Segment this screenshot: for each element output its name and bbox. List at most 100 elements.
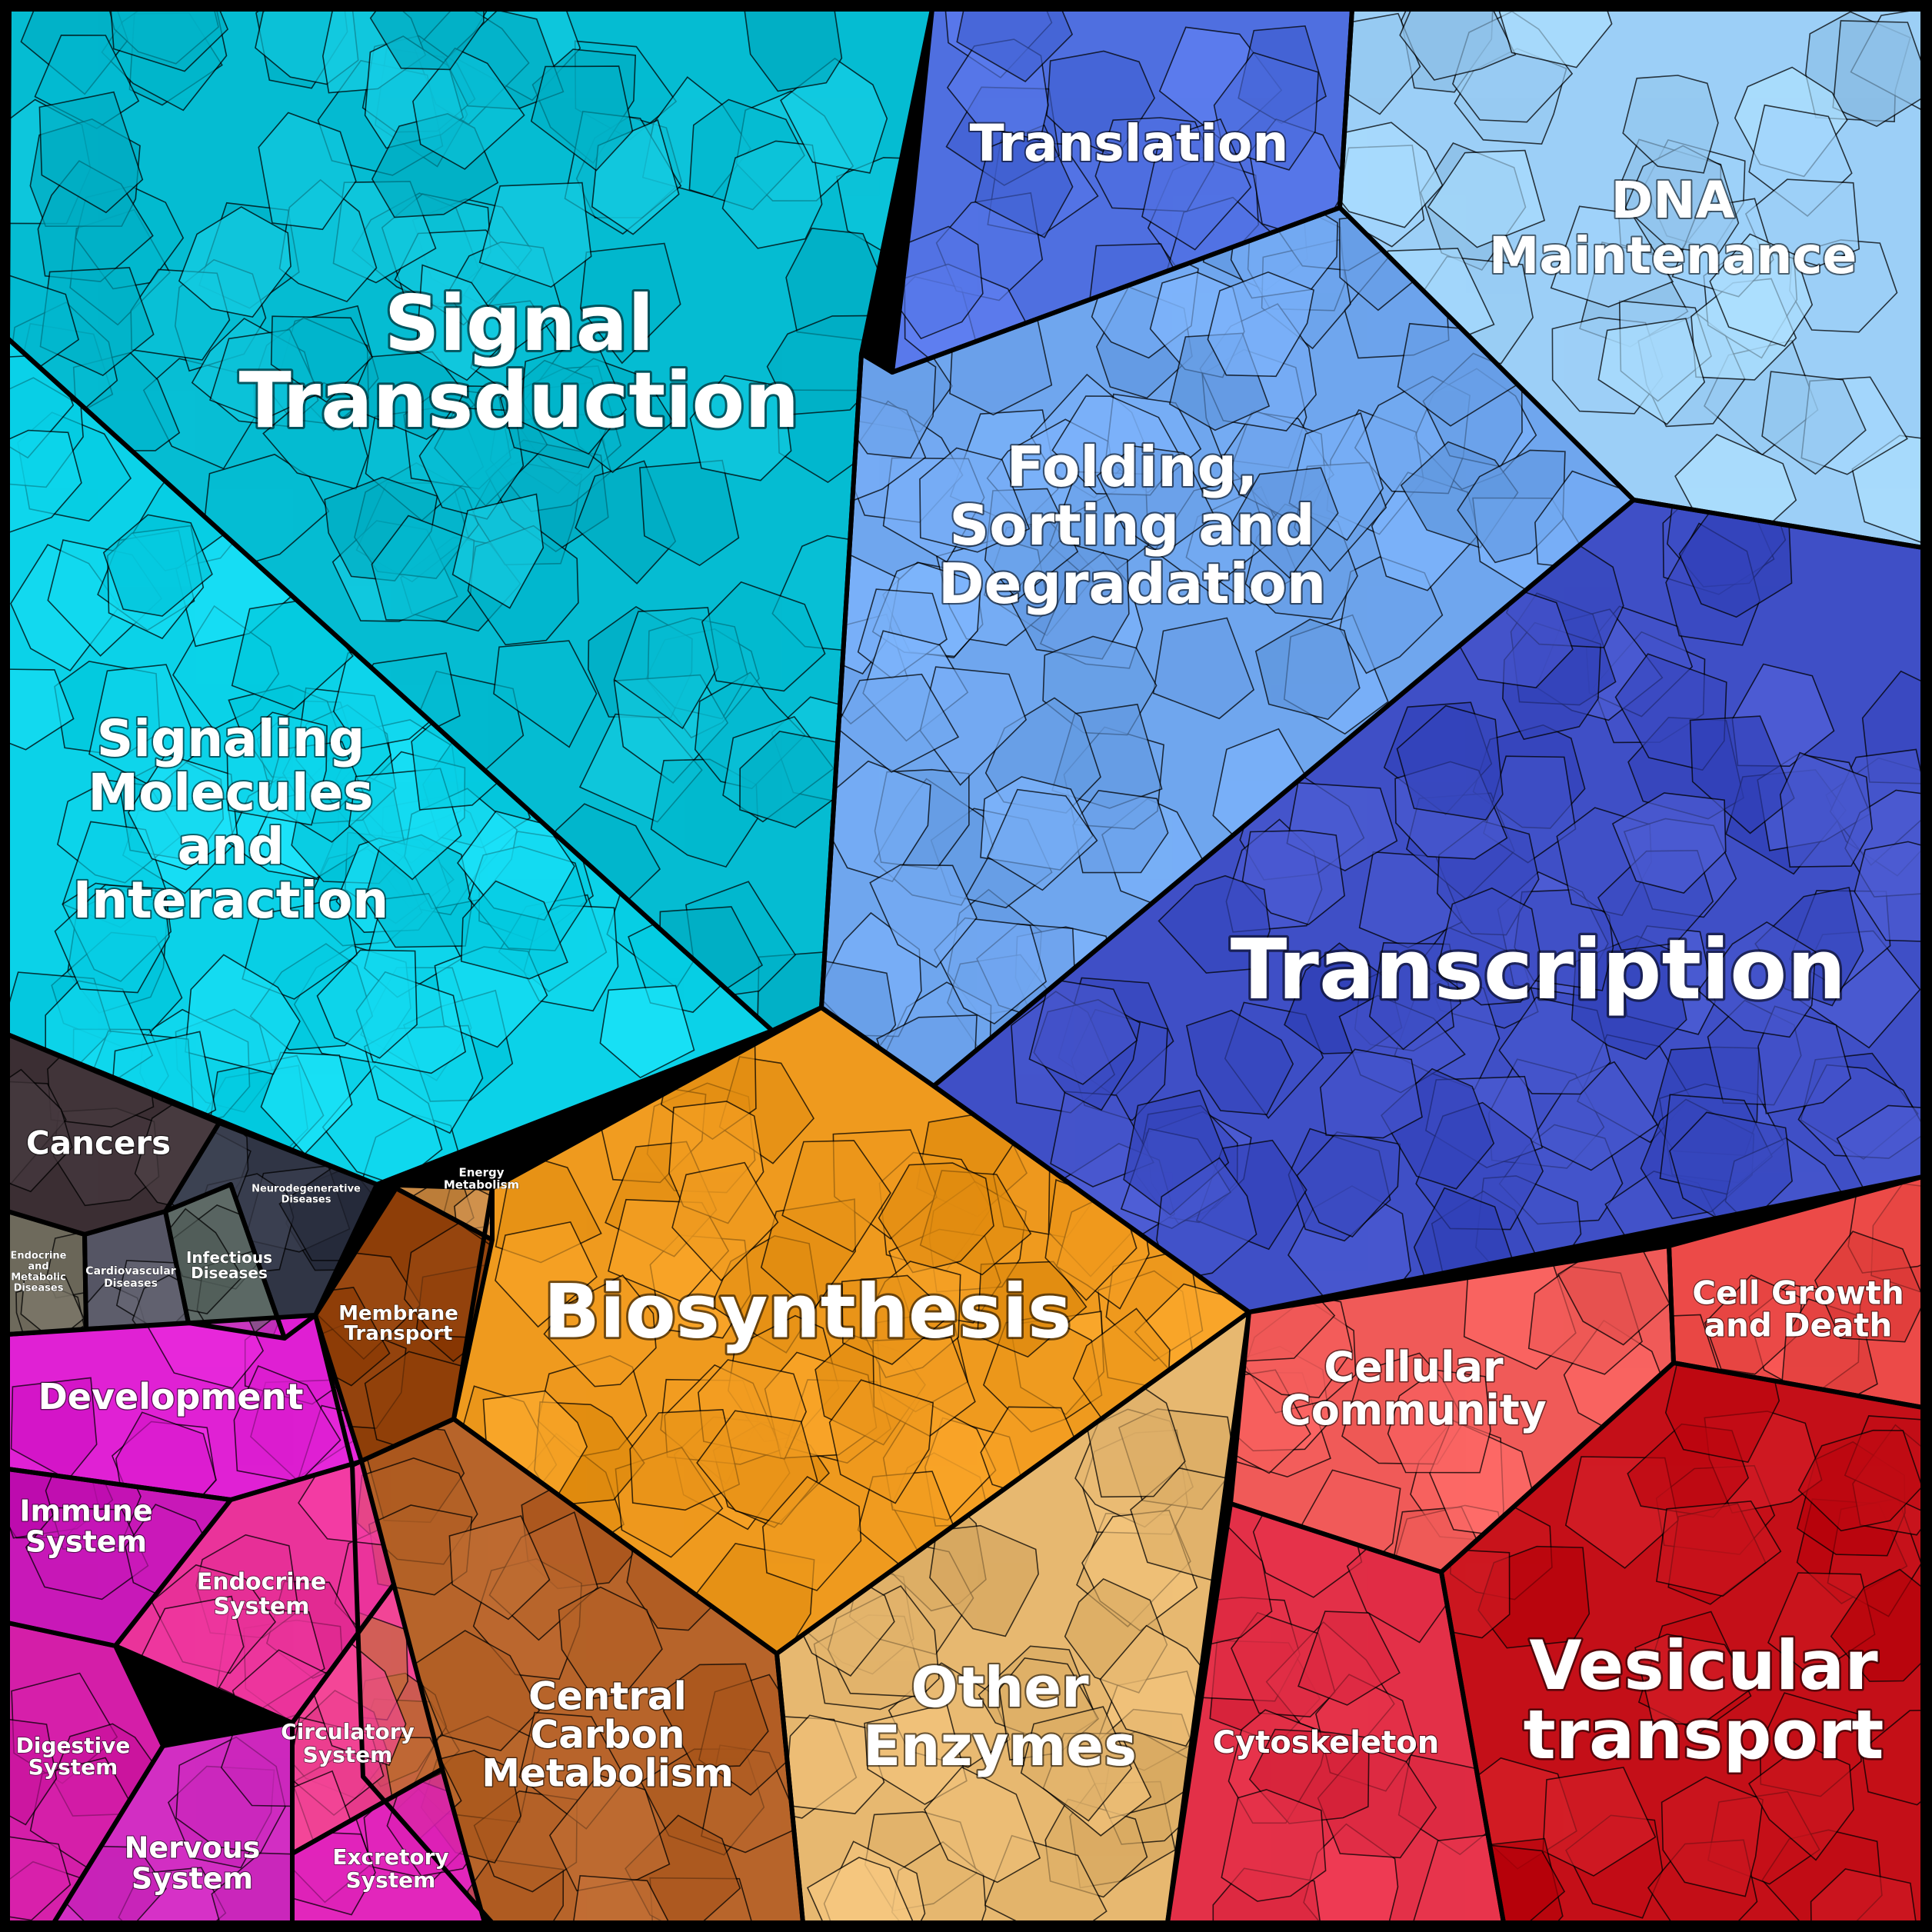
voronoi-cell <box>986 788 1098 891</box>
voronoi-cell <box>412 47 525 170</box>
voronoi-cell <box>38 91 144 214</box>
label-line: transport <box>1524 1695 1884 1774</box>
voronoi-cell <box>743 9 843 92</box>
label-line: Maintenance <box>1489 226 1857 285</box>
voronoi-cell <box>270 315 373 403</box>
voronoi-cell <box>579 242 681 365</box>
cells-cardiovascular <box>85 1260 188 1329</box>
label-line: Diseases <box>104 1277 158 1290</box>
voronoi-cell <box>766 315 880 415</box>
region-outline <box>163 1182 287 1341</box>
voronoi-cell <box>876 1014 978 1086</box>
label-line: Transduction <box>239 355 800 445</box>
voronoi-cell <box>8 1068 73 1193</box>
voronoi-cell <box>10 1377 98 1481</box>
voronoi-cell <box>629 1408 741 1511</box>
label-infectious: Infectious Diseases <box>186 1248 272 1282</box>
label-line: System <box>132 1861 253 1895</box>
label-line: Immune <box>19 1494 152 1527</box>
label-line: Central <box>528 1674 687 1719</box>
label-line: Infectious <box>186 1248 272 1267</box>
label-cardiovascular: Cardiovascular Diseases <box>85 1265 175 1290</box>
label-biosynthesis: Biosynthesis <box>544 1269 1072 1355</box>
voronoi-cell <box>1207 271 1315 378</box>
voronoi-cell <box>761 1475 862 1591</box>
label-circulatory: Circulatory System <box>281 1719 415 1767</box>
label-line: Endocrine <box>197 1569 327 1596</box>
voronoi-cell <box>1689 715 1795 834</box>
label-energy-metabolism: Energy Metabolism <box>444 1165 519 1191</box>
label-line: Translation <box>970 114 1289 173</box>
voronoi-cell <box>568 1874 681 1923</box>
label-line: Circulatory <box>281 1719 415 1744</box>
voronoi-cell <box>1542 1767 1657 1877</box>
cells-other-enzymes <box>777 1378 1249 1923</box>
voronoi-cell <box>1297 1611 1401 1706</box>
label-digestive: Digestive System <box>16 1733 131 1780</box>
label-line: System <box>303 1742 393 1767</box>
voronoi-cell <box>1597 318 1706 425</box>
cells-digestive <box>8 1672 163 1923</box>
label-line: Metabolic <box>11 1272 66 1284</box>
voronoi-cell <box>8 1834 72 1921</box>
voronoi-cell <box>369 9 485 71</box>
voronoi-cell <box>1761 371 1867 475</box>
cells-signaling-molecules <box>8 354 741 1184</box>
label-line: Transport <box>345 1322 453 1345</box>
label-line: Cellular <box>1324 1343 1504 1391</box>
cells-biosynthesis <box>454 1028 1248 1654</box>
label-other-enzymes: Other Enzymes <box>863 1655 1137 1778</box>
label-line: System <box>214 1594 310 1621</box>
voronoi-cell <box>1396 705 1504 821</box>
voronoi-cell <box>448 1515 551 1621</box>
voronoi-cell <box>543 1274 657 1387</box>
voronoi-cell <box>1213 52 1319 171</box>
label-transcription: Transcription <box>1231 922 1846 1018</box>
voronoi-cell <box>20 1274 85 1334</box>
label-cytoskeleton: Cytoskeleton <box>1213 1725 1439 1760</box>
label-line: DNA <box>1611 171 1734 230</box>
voronoi-cell <box>292 1770 364 1854</box>
voronoi-cell <box>211 1852 292 1923</box>
label-line: Nervous <box>125 1830 261 1864</box>
voronoi-cell <box>1491 9 1613 68</box>
voronoi-cell <box>226 711 328 826</box>
label-line: Cell Growth <box>1692 1274 1904 1312</box>
label-line: Biosynthesis <box>544 1269 1072 1355</box>
voronoi-cell <box>1530 1061 1659 1171</box>
voronoi-cell <box>25 1507 149 1601</box>
voronoi-cell <box>1624 145 1740 255</box>
voronoi-cell <box>1231 467 1339 579</box>
voronoi-cell <box>1212 1867 1324 1923</box>
label-line: Enzymes <box>863 1714 1137 1778</box>
cells-cellular-community <box>1231 1246 1674 1572</box>
label-line: System <box>346 1867 436 1893</box>
voronoi-cell <box>1832 20 1923 128</box>
voronoi-cell <box>1185 1009 1294 1116</box>
voronoi-cell <box>1709 233 1814 348</box>
region-outline <box>931 498 1925 1314</box>
label-endocrine-system: Endocrine System <box>197 1569 327 1621</box>
label-line: Other <box>911 1655 1089 1720</box>
voronoi-cell <box>1436 887 1544 1006</box>
voronoi-cell <box>1830 1568 1923 1682</box>
voronoi-cell <box>132 1274 188 1329</box>
cells-dna-maintenance <box>1340 9 1923 548</box>
voronoi-cell <box>701 581 826 692</box>
voronoi-cell <box>530 65 634 172</box>
label-line: Degradation <box>938 551 1326 616</box>
label-neurodegenerative: Neurodegenerative Diseases <box>251 1184 361 1206</box>
label-line: Vesicular <box>1529 1626 1878 1705</box>
cells-transcription <box>1011 500 1923 1307</box>
label-line: Metabolism <box>481 1751 734 1796</box>
voronoi-cell <box>671 1161 779 1282</box>
voronoi-cell <box>1704 1274 1803 1375</box>
voronoi-cell <box>1152 617 1255 720</box>
label-line: Transcription <box>1231 922 1846 1018</box>
voronoi-cell <box>1156 1157 1257 1282</box>
label-excretory: Excretory System <box>332 1844 448 1893</box>
label-cell-growth: Cell Growth and Death <box>1692 1274 1904 1344</box>
voronoi-cell <box>1748 1743 1854 1861</box>
voronoi-cell <box>663 1663 769 1768</box>
